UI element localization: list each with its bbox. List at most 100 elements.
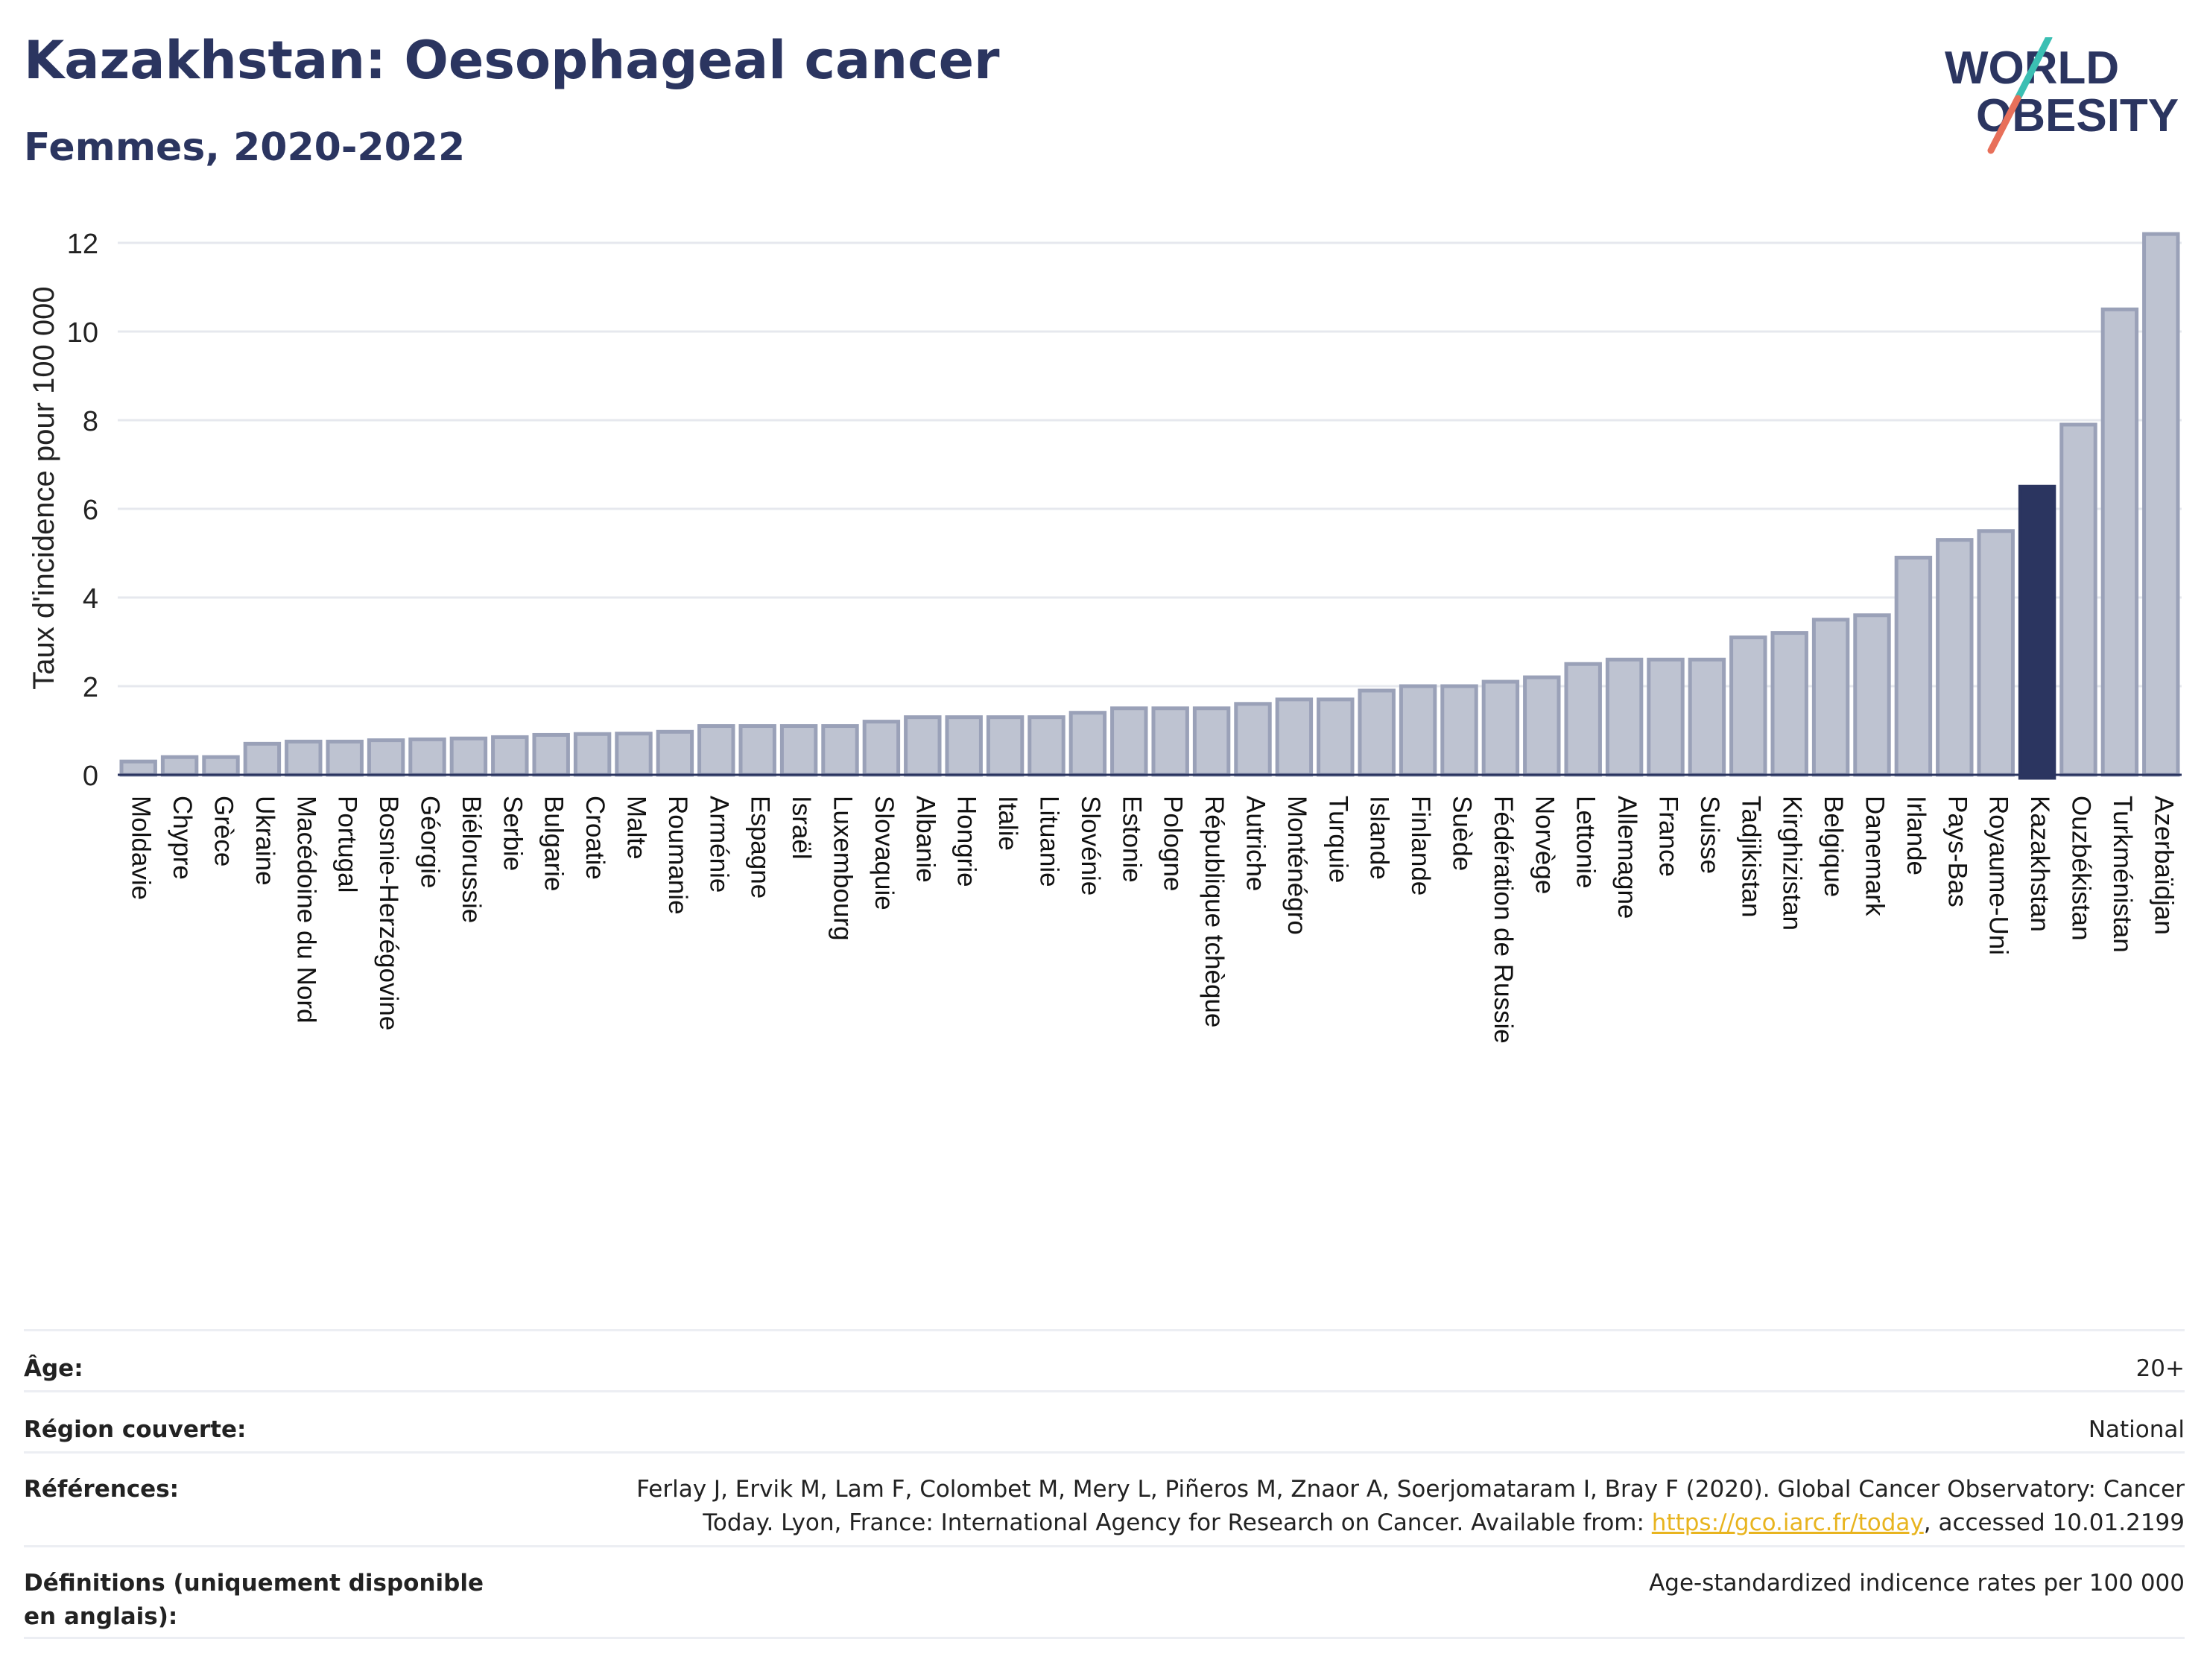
bar-chart: 0 2 4 6 8 10 12 Moldavie Chypre Grèce Ukraine Macé…	[28, 229, 2182, 1044]
bar	[573, 732, 612, 777]
references-accessed: , accessed 10.01.2199	[1923, 1509, 2185, 1536]
bar	[1647, 657, 1685, 777]
bar	[656, 729, 694, 777]
x-tick-label: Suisse	[1695, 796, 1724, 874]
bar	[2142, 232, 2180, 777]
x-tick-label: Ouzbékistan	[2067, 796, 2096, 941]
bar	[1481, 679, 1520, 777]
bar	[1564, 662, 1602, 777]
bar	[1151, 706, 1189, 777]
x-tick-label: Biélorussie	[457, 796, 486, 923]
x-tick-label: Azerbaïdjan	[2149, 796, 2178, 935]
bar	[738, 724, 776, 777]
bar	[119, 759, 157, 777]
bar	[2100, 307, 2139, 777]
info-row-region: Région couverte: National	[24, 1390, 2185, 1451]
y-axis-label: Taux d'incidence pour 100 000	[28, 286, 60, 689]
bar	[1358, 688, 1396, 777]
bar	[862, 720, 901, 777]
x-axis-ticks: Moldavie Chypre Grèce Ukraine Macédoine du N…	[127, 796, 2179, 1044]
x-tick-label: Slovénie	[1076, 796, 1105, 896]
bar	[532, 732, 570, 777]
logo-slash-coral	[1987, 95, 2021, 154]
x-tick-label: Monténégro	[1282, 796, 1311, 935]
logo-slash-teal	[2014, 37, 2053, 102]
bar	[1399, 684, 1437, 777]
bar	[1234, 702, 1272, 777]
references-text: Ferlay J, Ervik M, Lam F, Colombet M, Me…	[636, 1476, 2185, 1536]
x-tick-label: Hongrie	[952, 796, 981, 887]
references-value: Ferlay J, Ervik M, Lam F, Colombet M, Me…	[620, 1473, 2185, 1545]
bar	[779, 724, 818, 777]
x-tick-label: Grèce	[209, 796, 238, 866]
x-tick-label: Estonie	[1117, 796, 1146, 883]
bar	[821, 724, 859, 777]
references-label: Références:	[24, 1476, 180, 1503]
bar	[904, 715, 942, 777]
bar	[202, 755, 240, 777]
x-tick-label: Irlande	[1901, 796, 1931, 875]
x-tick-label: Serbie	[498, 796, 527, 871]
x-tick-label: Turkménistan	[2108, 796, 2137, 953]
references-link[interactable]: https://gco.iarc.fr/today	[1651, 1509, 1924, 1536]
region-label: Région couverte:	[24, 1416, 247, 1443]
bar	[1523, 675, 1561, 777]
page-subtitle: Femmes, 2020-2022	[24, 125, 466, 170]
x-tick-label: Espagne	[746, 796, 775, 898]
x-tick-label: Moldavie	[127, 796, 156, 900]
x-tick-label: Pologne	[1159, 796, 1188, 891]
bar	[2018, 484, 2056, 780]
x-tick-label: Kazakhstan	[2025, 796, 2054, 932]
definitions-label: Définitions (uniquement disponible en an…	[24, 1570, 484, 1630]
y-tick-label: 6	[83, 495, 98, 526]
x-tick-label: Albanie	[911, 796, 940, 883]
x-tick-label: Bulgarie	[539, 796, 569, 891]
x-tick-label: Suède	[1448, 796, 1477, 871]
y-tick-label: 10	[67, 317, 98, 349]
x-tick-label: Belgique	[1819, 796, 1848, 897]
bar	[1977, 529, 2015, 777]
x-tick-label: Tadjikistan	[1736, 796, 1765, 917]
x-tick-label: Géorgie	[416, 796, 445, 889]
bar	[1068, 711, 1107, 777]
x-tick-label: Kirghizistan	[1778, 796, 1807, 931]
info-row-age: Âge: 20+	[24, 1329, 2185, 1390]
x-tick-label: Bosnie-Herzégovine	[374, 796, 403, 1030]
chart-bars	[118, 232, 2182, 780]
x-tick-label: Luxembourg	[829, 796, 858, 941]
bar	[1936, 538, 1974, 777]
bar	[1811, 618, 1850, 777]
bar	[986, 715, 1025, 777]
bar	[697, 724, 735, 777]
x-tick-label: Norvège	[1530, 796, 1559, 894]
bar	[408, 737, 446, 777]
bar	[1440, 684, 1478, 777]
x-tick-label: Chypre	[168, 796, 197, 880]
x-tick-label: Allemagne	[1612, 796, 1641, 919]
y-axis-ticks: 0 2 4 6 8 10 12	[67, 229, 98, 792]
bar	[491, 735, 529, 777]
info-table: Âge: 20+ Région couverte: National Référ…	[24, 1329, 2185, 1639]
x-tick-label: Turquie	[1323, 796, 1352, 883]
x-tick-label: Lettonie	[1571, 796, 1600, 889]
x-tick-label: Croatie	[580, 796, 609, 880]
bar	[1770, 631, 1808, 777]
x-tick-label: République tchèque	[1200, 796, 1229, 1027]
bar	[1192, 706, 1231, 777]
x-tick-label: Royaume-Uni	[1984, 796, 2013, 955]
x-tick-label: Italie	[993, 796, 1022, 851]
bar	[2059, 422, 2097, 777]
bar	[1275, 697, 1314, 777]
x-tick-label: France	[1654, 796, 1683, 877]
y-tick-label: 12	[67, 229, 98, 260]
x-tick-label: Danemark	[1861, 796, 1890, 916]
bar	[1688, 657, 1726, 777]
bar	[243, 741, 282, 777]
bar	[326, 739, 364, 777]
page-title: Kazakhstan: Oesophageal cancer	[24, 30, 1000, 91]
y-tick-label: 2	[83, 672, 98, 703]
bar	[1027, 715, 1065, 777]
bar	[160, 755, 199, 777]
x-tick-label: Malte	[622, 796, 651, 860]
definitions-value: Age-standardized indicence rates per 100…	[1649, 1570, 2185, 1597]
